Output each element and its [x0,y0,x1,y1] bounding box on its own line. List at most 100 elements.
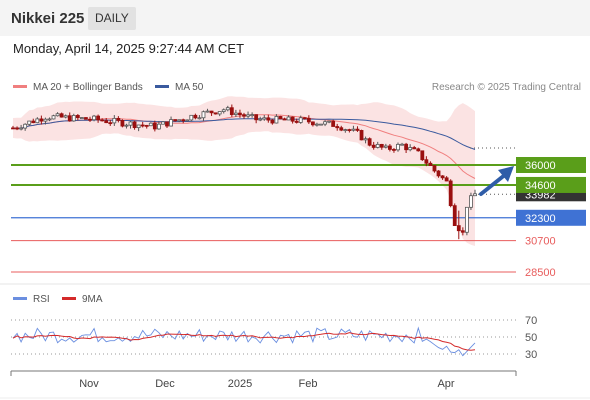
candle-body [108,122,113,125]
rsi-ma-line [12,332,476,351]
candle-body [161,121,165,125]
candle-body [310,121,315,126]
candle-body [400,143,404,146]
candle-body [181,119,186,122]
candle-body [35,118,40,124]
candle-body [379,143,384,148]
level-label-top-34600: 34600 [525,180,556,192]
candle-body [436,170,441,177]
candle-body [189,114,194,121]
x-tick-2025: 2025 [228,378,252,390]
candle-body [339,127,344,131]
ma50-legend-swatch [155,85,169,88]
candle-body [371,144,376,148]
candle-body [213,112,218,115]
candle-body [100,119,105,122]
candle-body [432,165,437,172]
candle-body [282,118,287,121]
x-tick-Apr: Apr [437,378,454,390]
x-tick-Dec: Dec [155,378,175,390]
x-tick-Feb: Feb [299,378,318,390]
candle-body [124,124,129,127]
rsi-tick-50: 50 [525,332,537,344]
candle-body [440,175,445,179]
bollinger-band-layer [13,96,475,246]
candle-body [225,107,230,111]
candle-body [383,145,388,148]
candle-body [217,111,222,115]
candle-body [319,123,323,126]
candle-body [416,148,421,152]
candle-body [298,117,303,123]
candle-body [367,138,372,146]
candle-body [63,115,68,118]
instrument-title: Nikkei 225 [11,10,85,27]
candle-body [302,117,307,120]
candle-body [238,112,242,116]
timestamp: Monday, April 14, 2025 9:27:44 AM CET [13,41,245,56]
level-label-28500: 28500 [525,267,556,279]
candle-body [173,119,178,122]
projection-arrow [479,166,514,196]
candle-body [347,129,352,131]
rsi-line [12,326,476,357]
candle-body [233,112,238,115]
candle-body [359,130,364,141]
candle-body [71,115,76,122]
candle-body [452,205,457,227]
candle-body [67,115,72,122]
candle-body [469,195,473,208]
candle-body [165,121,169,127]
candle-body [116,117,121,121]
candle-body [104,120,109,124]
rsi-panel: 70 50 30 [11,315,537,361]
candle-body [201,111,206,119]
candle-body [294,120,299,123]
level-tag-32300 [516,209,586,226]
candle-body [136,124,141,129]
candle-body [258,118,263,121]
x-tick-Nov: Nov [79,378,99,390]
candle-body [448,180,453,207]
candle-body [404,143,409,151]
level-label-30700: 30700 [525,236,556,248]
candle-body [464,206,469,233]
candle-body [75,115,80,119]
copyright-label: Research © 2025 Trading Central [432,82,581,93]
header-bar: Nikkei 225 DAILY [0,0,590,36]
candle-body [286,116,291,121]
candle-body [156,123,161,130]
candle-body [387,145,392,150]
rsi-legend-label: RSI [33,294,50,305]
candle-body [31,120,36,124]
bollinger-band [13,96,475,246]
candle-body [39,118,44,122]
candle-body [355,128,360,131]
candle-body [306,118,311,123]
candle-body [11,127,15,130]
rsi-legend-swatch [13,297,27,300]
candle-body [84,117,88,120]
candle-body [152,122,157,130]
candle-body [128,121,133,126]
candle-body [444,177,449,182]
candle-body [148,122,153,127]
candle-body [96,115,101,121]
candle-body [242,114,246,117]
rsi-ma-legend-label: 9MA [82,294,103,305]
bollinger-legend-swatch [13,85,27,88]
candle-body [221,109,226,112]
candle-body [177,119,182,122]
candle-body [92,115,96,121]
candle-body [266,117,271,121]
candle-body [246,114,250,117]
candle-body [112,117,117,124]
candle-body [473,193,477,197]
level-label-36000: 36000 [525,160,556,172]
candle-body [420,150,425,161]
bollinger-legend-label: MA 20 + Bollinger Bands [33,82,143,93]
candle-body [335,126,340,129]
period-badge[interactable]: DAILY [88,7,136,30]
candlestick-layer [11,104,477,240]
level-label-32300: 32300 [525,213,556,225]
